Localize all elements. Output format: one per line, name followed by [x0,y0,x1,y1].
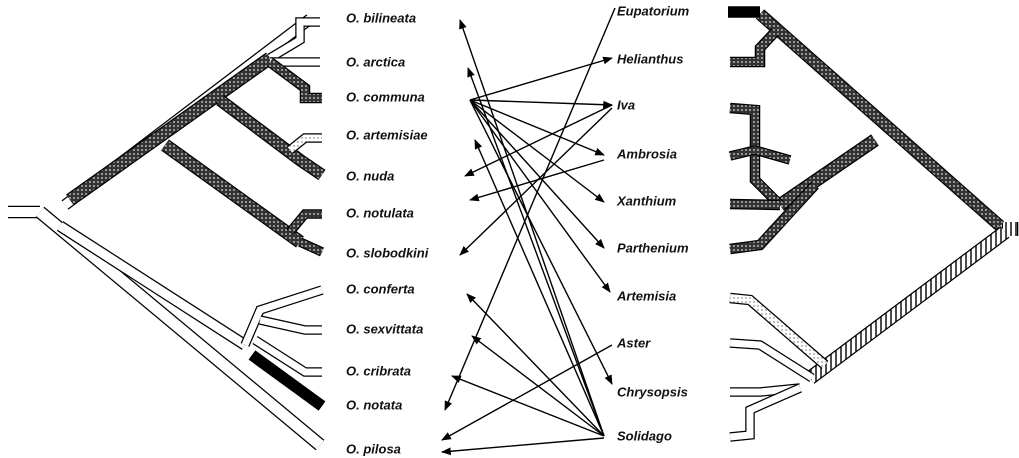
branch [287,134,322,153]
branch [241,286,324,347]
association-arrow [466,293,605,437]
branch [268,18,320,62]
left-taxon-label: O. notata [346,397,402,412]
branch [729,146,791,164]
right-taxon-label: Artemisia [616,288,676,303]
left-taxon-label: O. communa [346,89,425,104]
left-taxon-label: O. notulata [346,205,414,220]
association-arrow [441,344,613,441]
association-arrow [469,159,605,202]
left-taxon-label: O. sexvittata [346,321,423,336]
branch [259,316,322,334]
left-taxon-label: O. conferta [346,281,415,296]
right-taxon-label: Eupatorium [617,3,690,18]
branch [298,238,324,256]
branch [161,140,304,247]
branch [36,207,324,450]
branch [729,384,802,441]
association-arrow [469,99,613,109]
association-arrow [469,99,605,203]
association-arrow [459,107,613,256]
branch [729,200,781,209]
left-taxon-label: O. slobodkini [346,245,429,260]
association-arrow [451,375,605,437]
branch [57,222,248,349]
left-taxon-label: O. artemisiae [346,127,428,142]
branch [729,294,828,369]
right-taxon-label: Aster [616,335,651,350]
right-taxon-label: Chrysopsis [617,384,688,399]
right-taxon-label: Parthenium [617,240,689,255]
branch [730,29,778,66]
association-arrow [467,67,605,437]
branch [756,10,1004,230]
branch [287,210,322,235]
left-taxon-label: O. nuda [346,168,394,183]
association-arrow [441,437,605,456]
branch [249,351,325,410]
branch [806,227,1009,383]
right-taxon-label: Helianthus [617,51,683,66]
trees [8,6,1019,451]
association-arrow [459,19,605,437]
branch [729,104,783,208]
left-taxon-label: O. arctica [346,54,405,69]
branch [776,135,879,210]
association-arrow [469,99,605,249]
association-arrow [469,99,613,385]
branch [267,58,322,102]
branch [66,53,274,205]
branch [253,337,322,376]
association-arrow [464,104,613,177]
right-taxon-label: Xanthium [616,193,677,208]
left-taxon-label: O. pilosa [346,441,401,456]
arrows [441,7,616,456]
branch [217,96,325,180]
right-taxon-label: Iva [617,97,635,112]
branch [729,182,818,253]
right-taxon-label: Ambrosia [616,146,677,161]
left-taxon-label: O. cribrata [346,363,411,378]
right-taxon-label: Solidago [617,428,672,443]
association-arrow [469,99,605,156]
association-arrow [444,7,616,411]
branch [729,339,814,381]
association-arrow [474,139,605,437]
association-arrow [469,56,613,101]
labels: O. bilineata O. arctica O. communa O. artem… [346,3,690,456]
left-taxon-label: O. bilineata [346,10,416,25]
association-arrow [469,99,611,293]
